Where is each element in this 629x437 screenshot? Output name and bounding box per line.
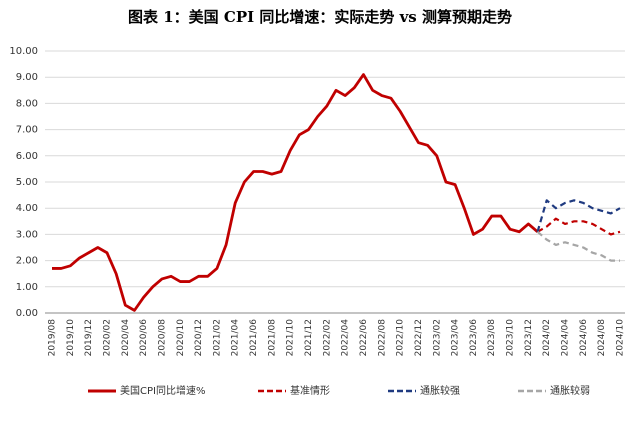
x-tick-label: 2022/08	[377, 319, 387, 357]
x-tick-label: 2020/06	[139, 319, 149, 357]
x-tick-label: 2023/12	[524, 319, 534, 356]
x-tick-label: 2021/12	[304, 319, 314, 356]
x-tick-label: 2024/04	[561, 319, 571, 357]
y-tick-label: 3.00	[16, 229, 38, 240]
x-tick-label: 2024/10	[616, 319, 626, 357]
y-tick-label: 4.00	[16, 203, 38, 214]
y-tick-label: 5.00	[16, 177, 38, 188]
x-tick-label: 2024/02	[542, 319, 552, 356]
legend-label: 通胀较弱	[550, 384, 590, 397]
legend-label: 美国CPI同比增速%	[120, 384, 205, 397]
x-tick-label: 2020/02	[102, 319, 112, 356]
series-line	[536, 230, 620, 262]
x-tick-label: 2021/06	[249, 319, 259, 357]
x-tick-label: 2024/06	[579, 319, 589, 357]
x-tick-label: 2020/08	[157, 319, 167, 357]
y-tick-label: 6.00	[16, 151, 38, 162]
x-tick-label: 2019/12	[84, 319, 94, 356]
legend-label: 通胀较强	[420, 384, 460, 397]
x-tick-label: 2021/08	[267, 319, 277, 357]
x-tick-label: 2019/08	[48, 319, 58, 357]
x-tick-label: 2020/10	[176, 319, 186, 357]
x-tick-label: 2020/04	[121, 319, 131, 357]
y-tick-label: 0.00	[16, 308, 38, 319]
x-tick-label: 2021/10	[286, 319, 296, 357]
x-tick-label: 2023/02	[432, 319, 442, 356]
x-tick-label: 2023/10	[506, 319, 516, 357]
y-tick-label: 9.00	[16, 72, 38, 83]
legend-label: 基准情形	[290, 384, 330, 397]
x-tick-label: 2022/04	[341, 319, 351, 357]
series-line	[537, 217, 621, 236]
x-tick-label: 2023/08	[487, 319, 497, 357]
x-tick-label: 2024/08	[597, 319, 607, 357]
x-tick-label: 2022/02	[322, 319, 332, 356]
chart-title: 图表 1：美国 CPI 同比增速：实际走势 vs 测算预期走势	[128, 8, 512, 26]
y-tick-label: 8.00	[16, 98, 38, 109]
x-tick-label: 2021/04	[231, 319, 241, 357]
x-tick-label: 2023/04	[451, 319, 461, 357]
y-tick-label: 1.00	[16, 282, 38, 293]
x-tick-label: 2021/02	[212, 319, 222, 356]
series-line	[52, 73, 539, 312]
x-tick-label: 2020/12	[194, 319, 204, 356]
x-tick-label: 2023/06	[469, 319, 479, 357]
x-tick-label: 2019/10	[66, 319, 76, 357]
y-tick-label: 7.00	[16, 125, 38, 136]
series-line	[536, 199, 621, 233]
x-tick-label: 2022/06	[359, 319, 369, 357]
y-tick-label: 10.00	[9, 46, 38, 57]
x-tick-label: 2022/12	[414, 319, 424, 356]
y-tick-label: 2.00	[16, 256, 38, 267]
x-tick-label: 2022/10	[396, 319, 406, 357]
